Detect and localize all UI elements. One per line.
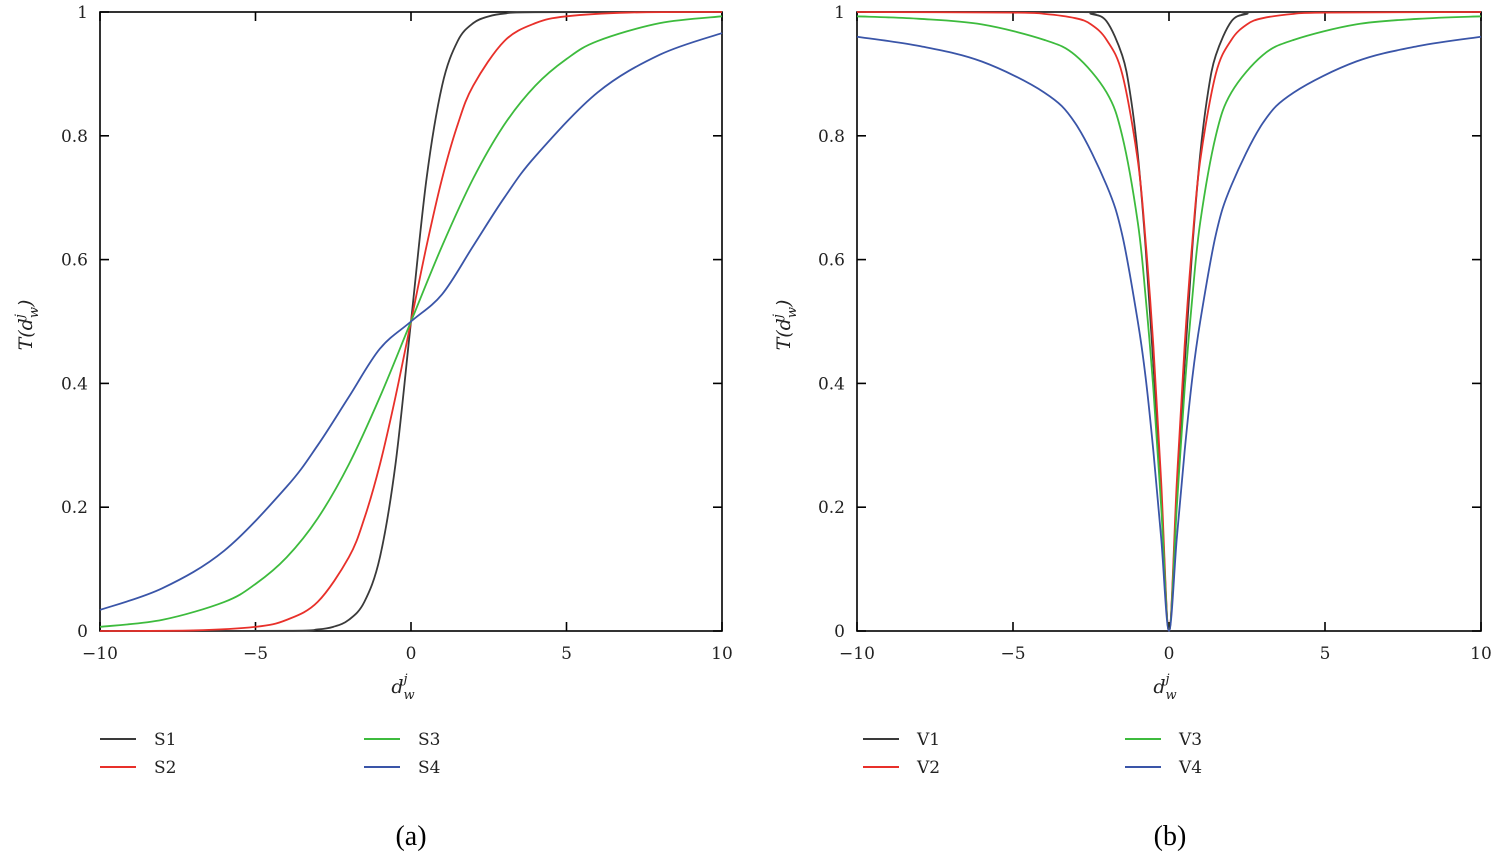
y-tick-label: 0.8 [61,127,88,147]
y-tick-label: 1 [77,3,88,23]
x-axis-label-b-sub: w [1166,688,1177,703]
y-axis-label-a-sup: j [13,314,28,321]
y-tick-label: 0.2 [61,498,88,518]
caption-b: (b) [1154,821,1187,852]
y-axis-label-b: T(djw) [771,300,800,351]
y-tick-label: 1 [834,3,845,23]
y-axis-label-b-close: ) [773,300,795,308]
x-tick-label: 0 [1164,644,1175,664]
x-tick-label: −10 [82,644,118,664]
curves-a [99,11,723,632]
series-line-v1 [856,10,1482,632]
legend-label-s4: S4 [418,758,440,778]
x-tick-label: 5 [561,644,572,664]
legend-label-v2: V2 [916,758,940,778]
y-tick-label: 0.6 [61,251,88,271]
series-line-v4 [856,35,1482,632]
x-tick-label: −5 [1000,644,1025,664]
y-tick-label: 0.6 [818,251,845,271]
plot-frame-b [856,11,1482,632]
y-tick-label: 0.4 [818,374,845,394]
x-axis-label-a-sub: w [404,688,415,703]
y-tick-label: 0.2 [818,498,845,518]
x-tick-label: 10 [711,644,733,664]
legend-label-s1: S1 [154,730,176,750]
x-axis-label-a-sup: j [401,672,408,687]
x-tick-label: 5 [1320,644,1331,664]
y-axis-label-b-sub: w [785,307,800,318]
x-tick-label: −10 [839,644,875,664]
y-tick-label: 0.8 [818,127,845,147]
x-axis-label-b: dj w [1153,672,1176,703]
y-tick-label: 0 [834,622,845,642]
ticks-b: −10 −5 0 5 10 0 0.2 0.4 0.6 0.8 1 [818,3,1492,664]
legend-label-v4: V4 [1178,758,1202,778]
y-axis-label-a: T(djw) [13,300,42,351]
legend-label-s2: S2 [154,758,176,778]
series-line-s4 [99,32,723,611]
caption-a: (a) [395,821,426,852]
legend-label-s3: S3 [418,730,440,750]
legend-a: S1 S2 S3 S4 [100,730,440,778]
y-tick-label: 0.4 [61,374,88,394]
x-axis-label-b-sup: j [1163,672,1170,687]
y-axis-label-a-close: ) [15,300,37,308]
series-line-v3 [856,15,1482,632]
legend-label-v1: V1 [916,730,940,750]
y-axis-label-a-sub: w [27,307,42,318]
legend-label-v3: V3 [1178,730,1202,750]
curves-b [856,10,1482,632]
x-tick-label: 0 [406,644,417,664]
y-tick-label: 0 [77,622,88,642]
x-axis-label-a: dj w [391,672,414,703]
series-line-v2 [856,11,1482,632]
x-tick-label: 10 [1470,644,1492,664]
y-axis-label-b-sup: j [771,314,786,321]
legend-b: V1 V2 V3 V4 [863,730,1202,778]
x-tick-label: −5 [243,644,268,664]
